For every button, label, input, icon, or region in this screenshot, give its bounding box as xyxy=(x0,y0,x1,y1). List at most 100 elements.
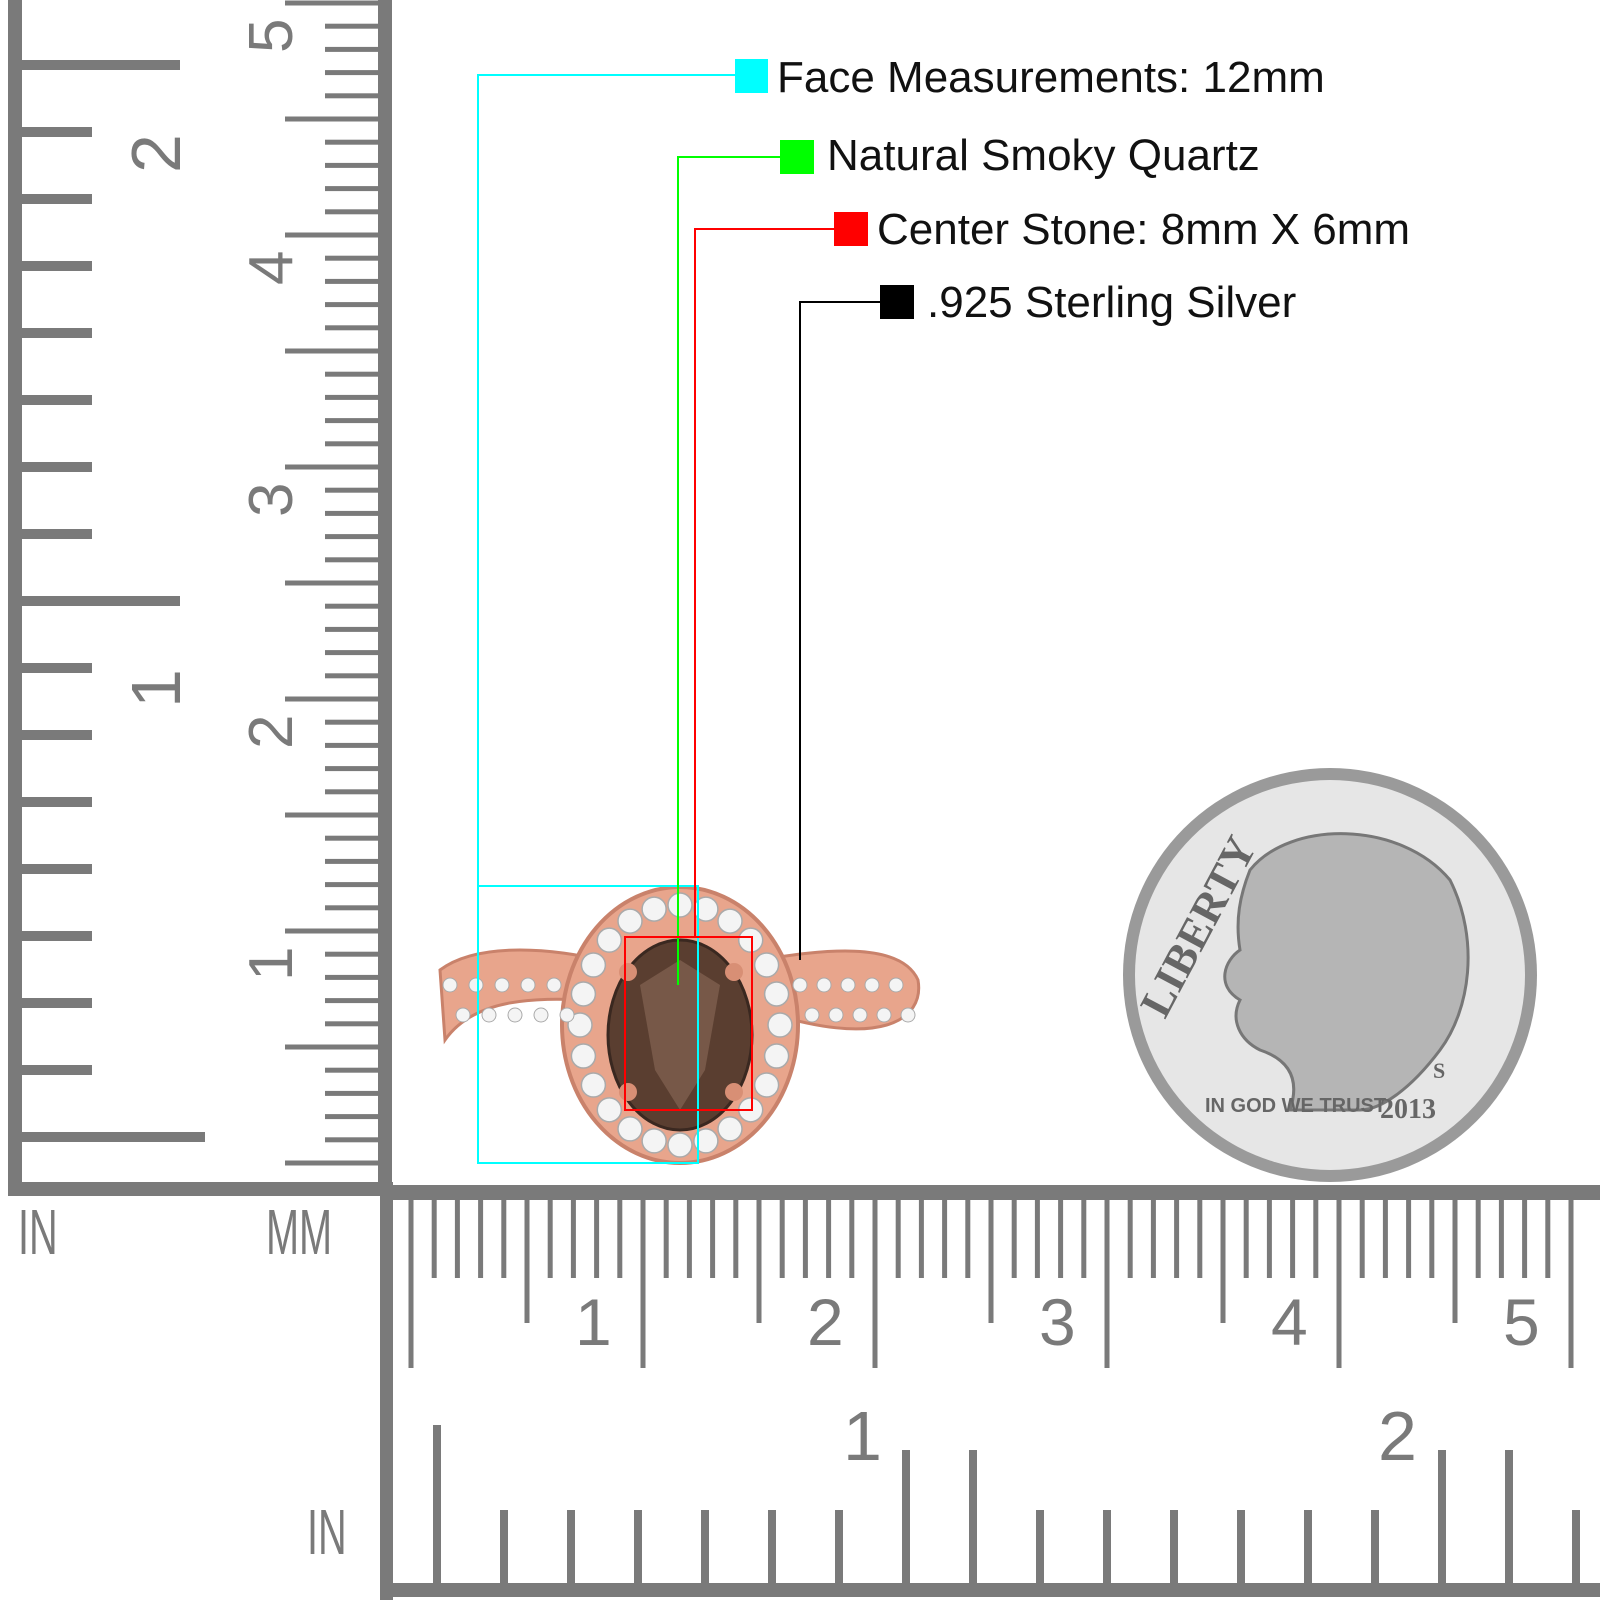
cm-label: 2 xyxy=(807,1285,844,1359)
mm-tick xyxy=(1058,1198,1064,1278)
inch-label: 1 xyxy=(117,669,195,708)
mm-tick xyxy=(285,348,380,354)
mm-tick xyxy=(1359,1198,1365,1278)
left-ruler-edge xyxy=(8,0,22,1195)
band-diamond xyxy=(507,1007,523,1023)
face-measurement-swatch xyxy=(735,59,768,93)
mm-tick xyxy=(325,1067,380,1073)
annotation-center-stone: Center Stone: 8mm X 6mm xyxy=(877,205,1411,254)
prong xyxy=(619,1083,637,1101)
mm-tick xyxy=(325,534,380,540)
mm-tick xyxy=(325,650,380,656)
halo-diamond xyxy=(753,1072,780,1098)
band-diamond xyxy=(792,977,808,993)
roosevelt-portrait xyxy=(1223,832,1470,1112)
mm-tick xyxy=(325,626,380,632)
face-measurement-box xyxy=(477,885,699,1164)
coin-mint-mark: S xyxy=(1433,1058,1445,1083)
mm-tick xyxy=(325,673,380,679)
mm-tick xyxy=(325,951,380,957)
bottom-ruler-left-edge xyxy=(380,1185,393,1600)
inch-tick xyxy=(20,864,92,874)
mm-tick xyxy=(454,1198,460,1278)
halo-diamond xyxy=(596,927,623,953)
mm-tick xyxy=(325,1114,380,1120)
halo-diamond xyxy=(641,1128,667,1154)
mm-tick xyxy=(325,255,380,261)
inch-tick xyxy=(20,998,92,1008)
mm-tick xyxy=(285,1044,380,1050)
mm-tick xyxy=(1498,1198,1504,1278)
mm-tick xyxy=(1382,1198,1388,1278)
mm-tick xyxy=(1475,1198,1481,1278)
halo-diamond xyxy=(763,1043,790,1069)
mm-tick xyxy=(1197,1198,1203,1278)
annotation-metal: .925 Sterling Silver xyxy=(927,278,1297,327)
mm-tick xyxy=(1290,1198,1296,1278)
mm-tick xyxy=(325,789,380,795)
mm-tick xyxy=(1150,1198,1156,1278)
mm-tick xyxy=(570,1198,576,1278)
mm-tick xyxy=(779,1198,785,1278)
mm-tick xyxy=(285,928,380,934)
stone-facet xyxy=(640,960,720,1110)
cm-label: 5 xyxy=(1503,1285,1540,1359)
mm-tick xyxy=(942,1198,948,1278)
mm-tick xyxy=(325,441,380,447)
stone-type-swatch xyxy=(780,140,814,174)
mm-ruler-edge xyxy=(378,0,392,1195)
band-diamond xyxy=(468,977,484,993)
mm-tick xyxy=(285,580,380,586)
inch-tick xyxy=(1505,1450,1513,1585)
mm-tick xyxy=(325,139,380,145)
inch-tick xyxy=(1371,1510,1379,1585)
band-diamond xyxy=(876,1007,892,1023)
bottom-inch-ruler-edge xyxy=(380,1583,1600,1597)
halo-diamond xyxy=(570,981,597,1007)
annotation-leaders xyxy=(477,59,914,1164)
mm-tick xyxy=(325,23,380,29)
mm-tick xyxy=(1266,1198,1272,1278)
inch-tick xyxy=(1103,1510,1111,1585)
inch-tick xyxy=(1170,1510,1178,1585)
mm-tick xyxy=(285,232,380,238)
mm-tick xyxy=(524,1198,530,1323)
mm-tick xyxy=(325,162,380,168)
mm-tick xyxy=(285,116,380,122)
mm-tick xyxy=(988,1198,994,1323)
inch-tick xyxy=(20,663,92,673)
mm-tick xyxy=(710,1198,716,1278)
halo-diamond xyxy=(667,892,693,918)
inch-tick xyxy=(20,596,180,606)
inch-tick xyxy=(1036,1510,1044,1585)
inch-tick xyxy=(1304,1510,1312,1585)
inch-tick xyxy=(20,797,92,807)
cm-label: 5 xyxy=(237,19,306,53)
inch-label: 2 xyxy=(117,134,195,173)
halo-diamond xyxy=(567,1012,593,1038)
mm-tick xyxy=(325,209,380,215)
inch-tick xyxy=(20,395,92,405)
center-stone-leader xyxy=(694,228,834,937)
mm-tick xyxy=(285,1160,380,1166)
mm-tick xyxy=(325,487,380,493)
cm-label: 3 xyxy=(237,483,306,517)
halo-diamond xyxy=(667,1132,693,1158)
inch-tick xyxy=(20,127,92,137)
mm-tick xyxy=(325,93,380,99)
mm-tick xyxy=(325,905,380,911)
halo-diamond xyxy=(767,1012,793,1038)
band-diamond xyxy=(559,1007,575,1023)
band-diamond xyxy=(481,1007,497,1023)
inch-tick xyxy=(902,1450,910,1585)
prong xyxy=(725,963,743,981)
inch-tick xyxy=(433,1425,441,1585)
band-diamond xyxy=(546,977,562,993)
center-stone-box xyxy=(624,936,753,1111)
mm-tick xyxy=(965,1198,971,1278)
halo-diamond xyxy=(693,1128,719,1154)
inch-tick xyxy=(20,462,92,472)
cm-label: 1 xyxy=(575,1285,612,1359)
halo-diamond xyxy=(717,908,743,934)
mm-tick xyxy=(325,46,380,52)
